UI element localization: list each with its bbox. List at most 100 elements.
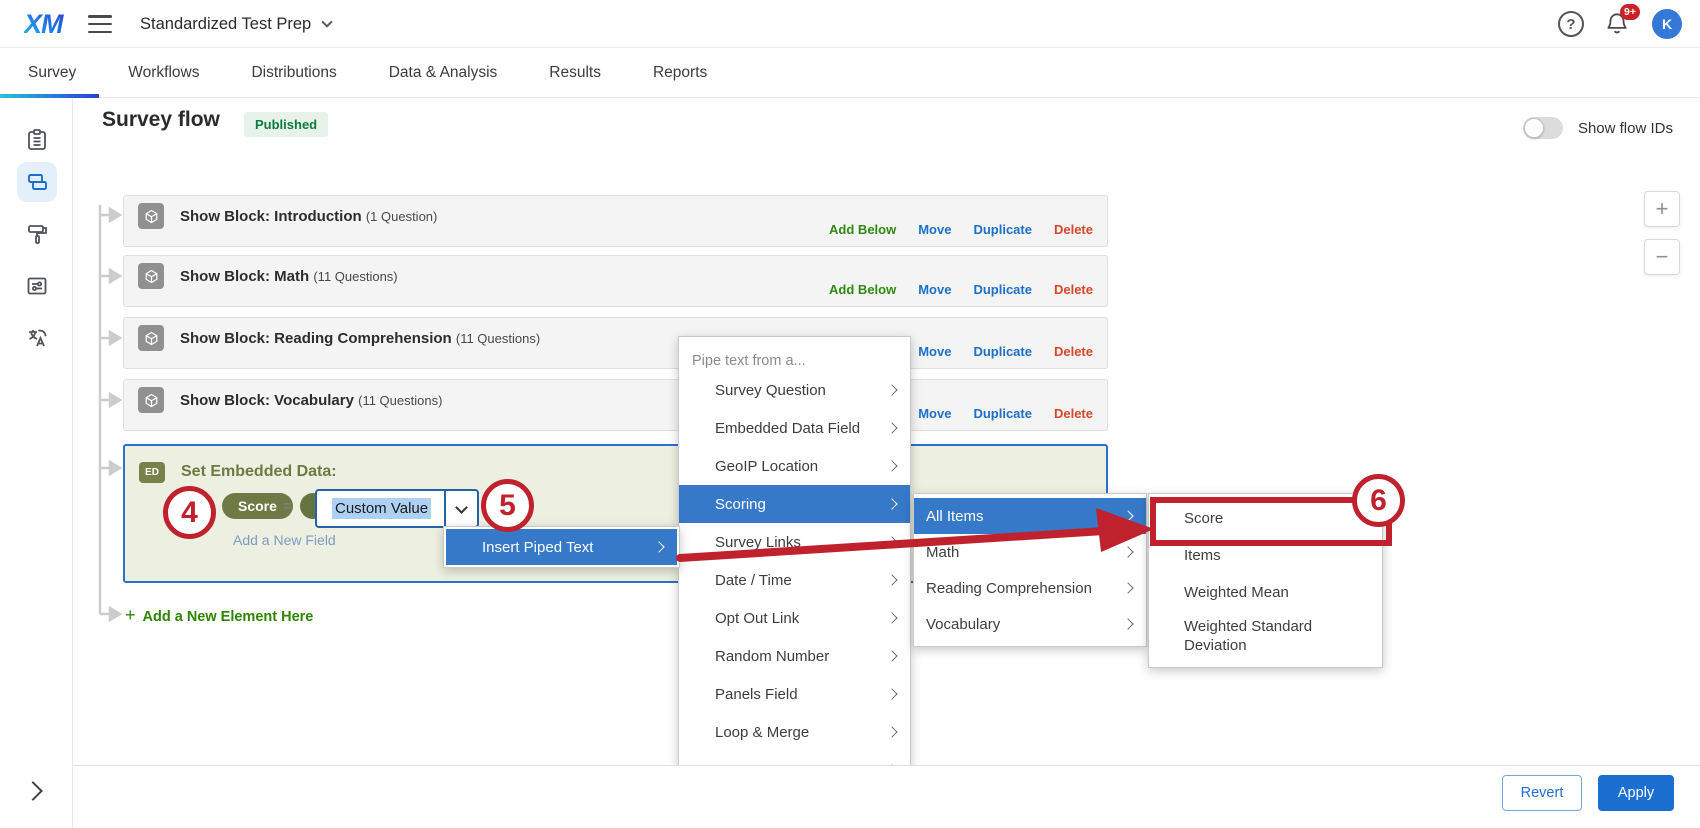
- menu-item-date-time[interactable]: Date / Time: [679, 561, 910, 599]
- annotation-step-5: 5: [481, 479, 534, 532]
- chevron-right-icon: [886, 650, 898, 662]
- sidebar-item-translations[interactable]: [17, 318, 57, 358]
- tab-results[interactable]: Results: [549, 63, 601, 81]
- sidebar-item-survey-options[interactable]: [17, 266, 57, 306]
- flow-block-reading-comprehension[interactable]: Show Block: Reading Comprehension (11 Qu…: [123, 317, 1108, 369]
- chevron-right-icon: [886, 422, 898, 434]
- sidebar-item-survey-builder[interactable]: [17, 120, 57, 160]
- move-link[interactable]: Move: [918, 282, 952, 297]
- value-editor: Custom Value: [315, 489, 479, 528]
- move-link[interactable]: Move: [918, 344, 952, 359]
- sidebar-item-survey-flow[interactable]: [17, 162, 57, 202]
- tab-survey[interactable]: Survey: [28, 63, 77, 81]
- chevron-right-icon: [886, 536, 898, 548]
- xm-logo-icon: XM: [22, 9, 65, 39]
- sidebar-expand-chevron[interactable]: [23, 781, 43, 801]
- settings-sliders-icon: [27, 277, 47, 295]
- zoom-in-button[interactable]: +: [1644, 191, 1680, 227]
- project-name: Standardized Test Prep: [140, 14, 312, 33]
- chevron-right-icon: [886, 574, 898, 586]
- delete-link[interactable]: Delete: [1053, 222, 1093, 237]
- chevron-right-icon: [1122, 618, 1134, 630]
- chevron-right-icon: [1122, 582, 1134, 594]
- annotation-step-6: 6: [1352, 474, 1405, 527]
- value-input[interactable]: Custom Value: [317, 491, 444, 526]
- avatar[interactable]: K: [1652, 9, 1682, 39]
- menu-item-geoip-location[interactable]: GeoIP Location: [679, 447, 910, 485]
- add-new-element-link[interactable]: + Add a New Element Here: [125, 605, 314, 625]
- chevron-down-icon: [321, 16, 333, 28]
- duplicate-link[interactable]: Duplicate: [973, 406, 1032, 421]
- menu-item-weighted-standard-deviation[interactable]: Weighted Standard Deviation: [1184, 618, 1313, 654]
- chevron-right-icon: [1122, 546, 1134, 558]
- flow-block-introduction[interactable]: Show Block: Introduction (1 Question) Ad…: [123, 195, 1108, 247]
- delete-link[interactable]: Delete: [1053, 344, 1093, 359]
- clipboard-icon: [28, 129, 46, 150]
- block-title: Show Block: Math: [180, 268, 310, 285]
- menu-item-survey-question[interactable]: Survey Question: [679, 371, 910, 409]
- notifications-button[interactable]: 9+: [1604, 4, 1640, 38]
- menu-item-all-items[interactable]: All Items: [914, 498, 1146, 534]
- tab-reports[interactable]: Reports: [652, 63, 708, 81]
- tab-workflows[interactable]: Workflows: [128, 63, 200, 81]
- menu-item-math[interactable]: Math: [914, 534, 1146, 570]
- duplicate-link[interactable]: Duplicate: [973, 344, 1032, 359]
- paint-roller-icon: [28, 225, 47, 244]
- menu-item-opt-out-link[interactable]: Opt Out Link: [679, 599, 910, 637]
- show-flow-ids-toggle[interactable]: [1522, 117, 1563, 139]
- duplicate-link[interactable]: Duplicate: [973, 282, 1032, 297]
- add-below-link[interactable]: Add Below: [829, 222, 897, 237]
- help-icon[interactable]: ?: [1558, 11, 1584, 37]
- menu-item-panels-field[interactable]: Panels Field: [679, 675, 910, 713]
- tab-data-analysis[interactable]: Data & Analysis: [388, 63, 498, 81]
- menu-item-survey-links[interactable]: Survey Links: [679, 523, 910, 561]
- translate-icon: [29, 329, 47, 347]
- menu-item-reading-comprehension[interactable]: Reading Comprehension: [914, 570, 1146, 606]
- chevron-right-icon: [886, 384, 898, 396]
- sidebar-item-look-and-feel[interactable]: [17, 214, 57, 254]
- project-switcher[interactable]: Standardized Test Prep: [140, 0, 333, 48]
- chevron-right-icon: [1122, 510, 1134, 522]
- menu-item-scoring[interactable]: Scoring: [679, 485, 910, 523]
- pipe-text-menu: Pipe text from a... Survey Question Embe…: [678, 336, 911, 803]
- move-link[interactable]: Move: [918, 222, 952, 237]
- toggle-knob: [1523, 118, 1544, 138]
- block-title: Show Block: Introduction: [180, 208, 362, 225]
- menu-item-score[interactable]: Score: [1184, 510, 1224, 527]
- field-name-pill[interactable]: Score: [222, 493, 293, 519]
- notification-badge: 9+: [1620, 4, 1640, 20]
- add-below-link[interactable]: Add Below: [829, 282, 897, 297]
- menu-item-random-number[interactable]: Random Number: [679, 637, 910, 675]
- duplicate-link[interactable]: Duplicate: [973, 222, 1032, 237]
- block-cube-icon: [138, 203, 164, 229]
- value-dropdown-button[interactable]: [444, 491, 477, 526]
- block-question-count: (1 Question): [365, 209, 438, 224]
- plus-icon: +: [125, 605, 136, 625]
- chevron-down-icon: [455, 500, 468, 514]
- tab-distributions[interactable]: Distributions: [251, 63, 337, 81]
- delete-link[interactable]: Delete: [1053, 406, 1093, 421]
- menu-item-insert-piped-text[interactable]: Insert Piped Text: [446, 529, 677, 565]
- flow-block-vocabulary[interactable]: Show Block: Vocabulary (11 Questions) Ad…: [123, 379, 1108, 431]
- bell-icon: [1607, 13, 1627, 34]
- apply-button[interactable]: Apply: [1598, 775, 1674, 811]
- flow-block-math[interactable]: Show Block: Math (11 Questions) Add Belo…: [123, 255, 1108, 307]
- menu-item-loop-merge[interactable]: Loop & Merge: [679, 713, 910, 751]
- footer-bar: Revert Apply: [73, 765, 1700, 828]
- hamburger-menu-icon[interactable]: [88, 15, 112, 33]
- revert-button[interactable]: Revert: [1502, 775, 1582, 811]
- chevron-right-icon: [886, 688, 898, 700]
- zoom-out-button[interactable]: −: [1644, 239, 1680, 275]
- move-link[interactable]: Move: [918, 406, 952, 421]
- xm-logo[interactable]: XM: [22, 7, 70, 44]
- add-new-field-link[interactable]: Add a New Field: [233, 532, 336, 548]
- menu-item-items[interactable]: Items: [1184, 547, 1221, 564]
- scoring-submenu: All Items Math Reading Comprehension Voc…: [913, 493, 1147, 647]
- menu-item-weighted-mean[interactable]: Weighted Mean: [1184, 584, 1289, 601]
- block-cube-icon: [138, 263, 164, 289]
- menu-item-embedded-data-field[interactable]: Embedded Data Field: [679, 409, 910, 447]
- menu-item-vocabulary[interactable]: Vocabulary: [914, 606, 1146, 642]
- delete-link[interactable]: Delete: [1053, 282, 1093, 297]
- insert-piped-text-menu: Insert Piped Text: [443, 526, 680, 568]
